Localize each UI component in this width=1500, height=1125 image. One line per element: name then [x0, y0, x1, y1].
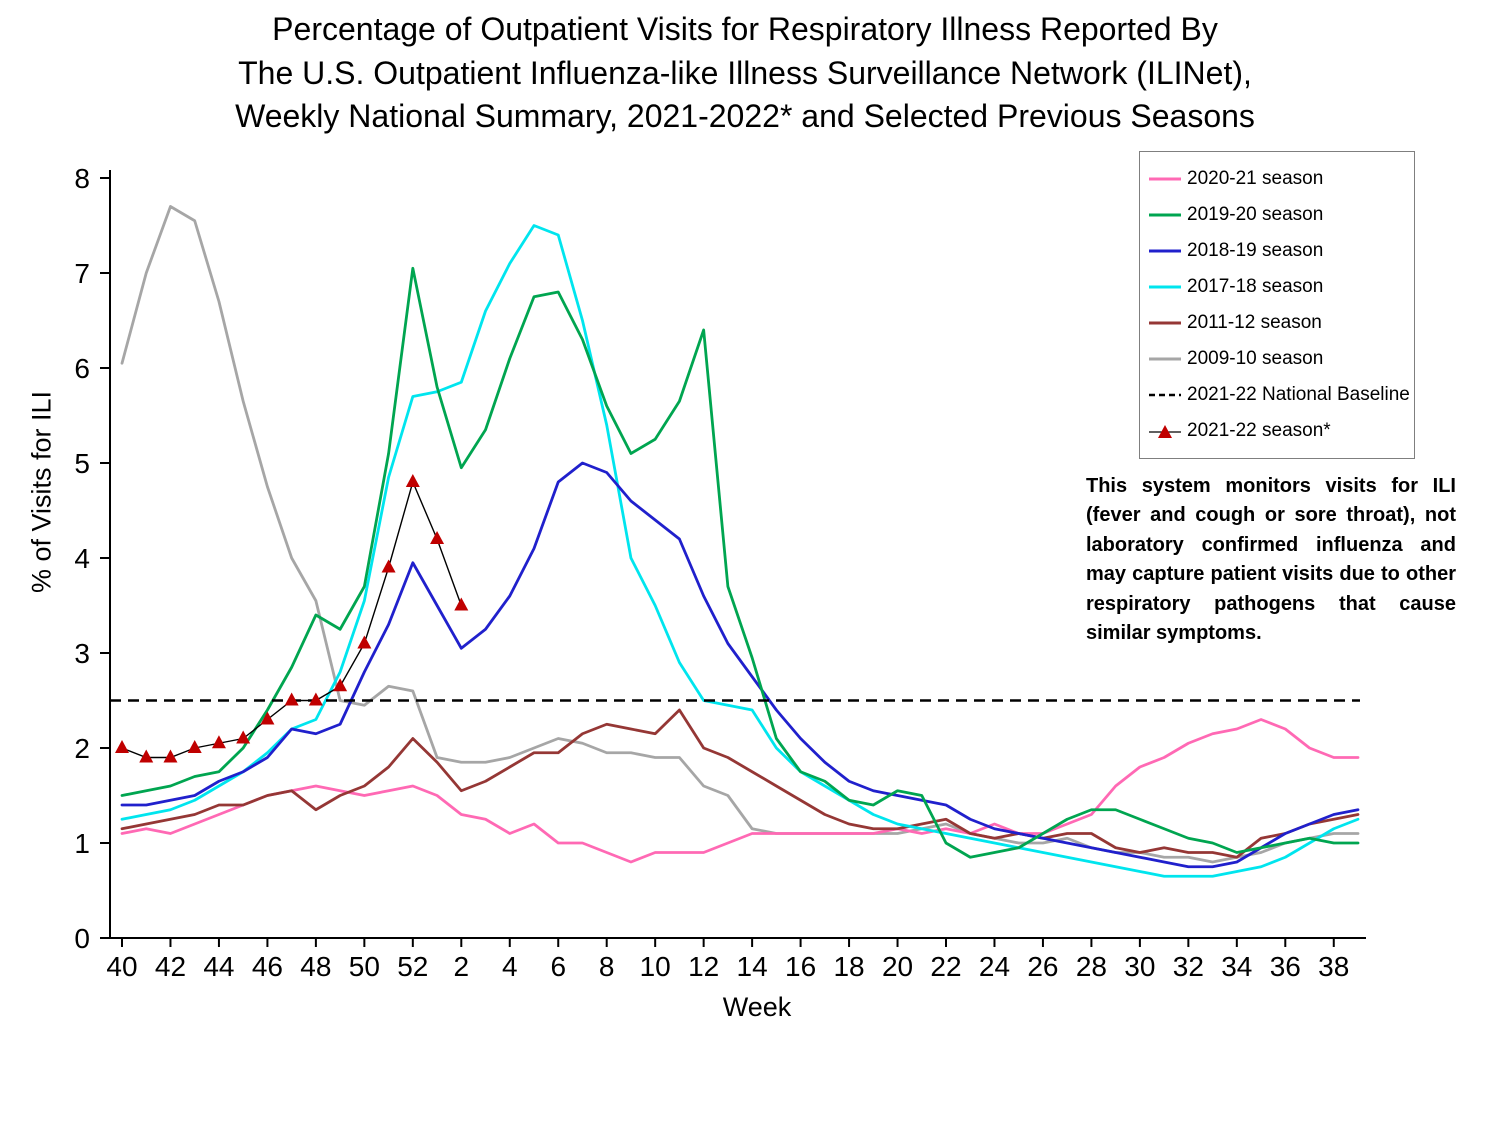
legend-label: 2019-20 season — [1187, 204, 1324, 225]
legend-item: 2017-18 season — [1148, 269, 1408, 305]
triangle-marker-icon — [405, 474, 420, 487]
x-tick-label: 2 — [454, 951, 470, 982]
x-tick-label: 20 — [882, 951, 913, 982]
triangle-marker-icon — [454, 597, 469, 611]
chart-title: Percentage of Outpatient Visits for Resp… — [55, 8, 1435, 139]
y-tick-label: 5 — [74, 448, 90, 479]
triangle-marker-icon — [357, 635, 372, 649]
legend-label: 2021-22 season* — [1187, 420, 1331, 441]
legend-line-icon — [1148, 243, 1182, 259]
series-line — [120, 461, 1360, 869]
x-axis-title: Week — [722, 992, 792, 1022]
triangle-marker-icon — [187, 740, 202, 753]
chart-title-line-2: The U.S. Outpatient Influenza-like Illne… — [238, 54, 1252, 91]
x-tick-label: 44 — [203, 951, 234, 982]
x-tick-label: 28 — [1076, 951, 1107, 982]
x-tick-label: 26 — [1027, 951, 1058, 982]
triangle-marker-icon — [236, 730, 251, 744]
triangle-marker-icon — [115, 740, 129, 753]
y-tick-label: 0 — [74, 923, 90, 954]
series-line — [120, 224, 1360, 878]
x-tick-label: 42 — [155, 951, 186, 982]
y-tick-label: 4 — [74, 543, 90, 574]
triangle-marker-icon — [260, 711, 275, 725]
x-tick-label: 50 — [349, 951, 380, 982]
legend-item: 2018-19 season — [1148, 233, 1408, 269]
y-tick-label: 3 — [74, 638, 90, 669]
y-axis-title: % of Visits for ILI — [26, 390, 57, 594]
legend-line-icon — [1148, 351, 1182, 367]
x-tick-label: 4 — [502, 951, 518, 982]
legend-line-icon — [1148, 171, 1182, 187]
annotation-note: This system monitors visits for ILI (fev… — [1086, 475, 1456, 644]
triangle-marker-icon — [211, 735, 226, 749]
chart-title-line-1: Percentage of Outpatient Visits for Resp… — [272, 11, 1218, 47]
chart-legend: 2020-21 season 2019-20 season 2018-19 seas… — [1139, 151, 1415, 459]
y-tick-label: 8 — [74, 163, 90, 194]
x-tick-label: 8 — [599, 951, 615, 982]
series-line — [120, 205, 1360, 864]
legend-item: 2021-22 National Baseline — [1148, 377, 1410, 413]
x-tick-label: 48 — [300, 951, 331, 982]
x-tick-label: 34 — [1221, 951, 1252, 982]
legend-line-icon — [1148, 207, 1182, 223]
x-tick-label: 38 — [1318, 951, 1349, 982]
x-tick-label: 52 — [397, 951, 428, 982]
x-tick-label: 12 — [688, 951, 719, 982]
triangle-marker-icon — [163, 749, 178, 763]
x-tick-label: 36 — [1270, 951, 1301, 982]
x-tick-label: 32 — [1173, 951, 1204, 982]
current-season-line — [121, 479, 462, 759]
legend-label: 2011-12 season — [1187, 312, 1322, 333]
legend-label: 2009-10 season — [1187, 348, 1324, 369]
x-tick-label: 24 — [979, 951, 1010, 982]
triangle-marker-icon — [333, 678, 348, 692]
x-tick-label: 14 — [737, 951, 768, 982]
legend-label: 2020-21 season — [1187, 168, 1324, 189]
series-line — [120, 718, 1360, 864]
legend-label: 2017-18 season — [1187, 276, 1324, 297]
legend-item: 2021-22 season* — [1148, 413, 1408, 449]
x-tick-label: 22 — [930, 951, 961, 982]
legend-item: 2020-21 season — [1148, 161, 1408, 197]
chart-title-line-3: Weekly National Summary, 2021-2022* and … — [235, 98, 1255, 135]
legend-line-icon — [1148, 315, 1182, 331]
triangle-marker-icon — [381, 559, 396, 573]
x-tick-label: 46 — [252, 951, 283, 982]
x-tick-label: 30 — [1124, 951, 1155, 982]
series-line — [120, 708, 1360, 859]
legend-dashed-line-icon — [1148, 387, 1182, 403]
legend-label: 2018-19 season — [1187, 240, 1324, 261]
legend-item: 2011-12 season — [1148, 305, 1408, 341]
x-tick-label: 40 — [106, 951, 137, 982]
x-tick-label: 16 — [785, 951, 816, 982]
triangle-marker-icon — [308, 692, 323, 706]
legend-line-icon — [1148, 279, 1182, 295]
y-tick-label: 2 — [74, 733, 90, 764]
legend-item: 2009-10 season — [1148, 341, 1408, 377]
legend-item: 2019-20 season — [1148, 197, 1408, 233]
y-tick-label: 1 — [74, 828, 90, 859]
triangle-marker-icon — [284, 692, 299, 706]
legend-label: 2021-22 National Baseline — [1187, 384, 1410, 405]
y-tick-label: 7 — [74, 258, 90, 289]
triangle-marker-icon — [430, 531, 445, 544]
x-tick-label: 6 — [550, 951, 566, 982]
series-line — [120, 266, 1360, 859]
x-tick-label: 10 — [640, 951, 671, 982]
legend-triangle-marker-icon — [1148, 423, 1182, 439]
triangle-marker-icon — [139, 749, 154, 763]
x-tick-label: 18 — [833, 951, 864, 982]
y-tick-label: 6 — [74, 353, 90, 384]
